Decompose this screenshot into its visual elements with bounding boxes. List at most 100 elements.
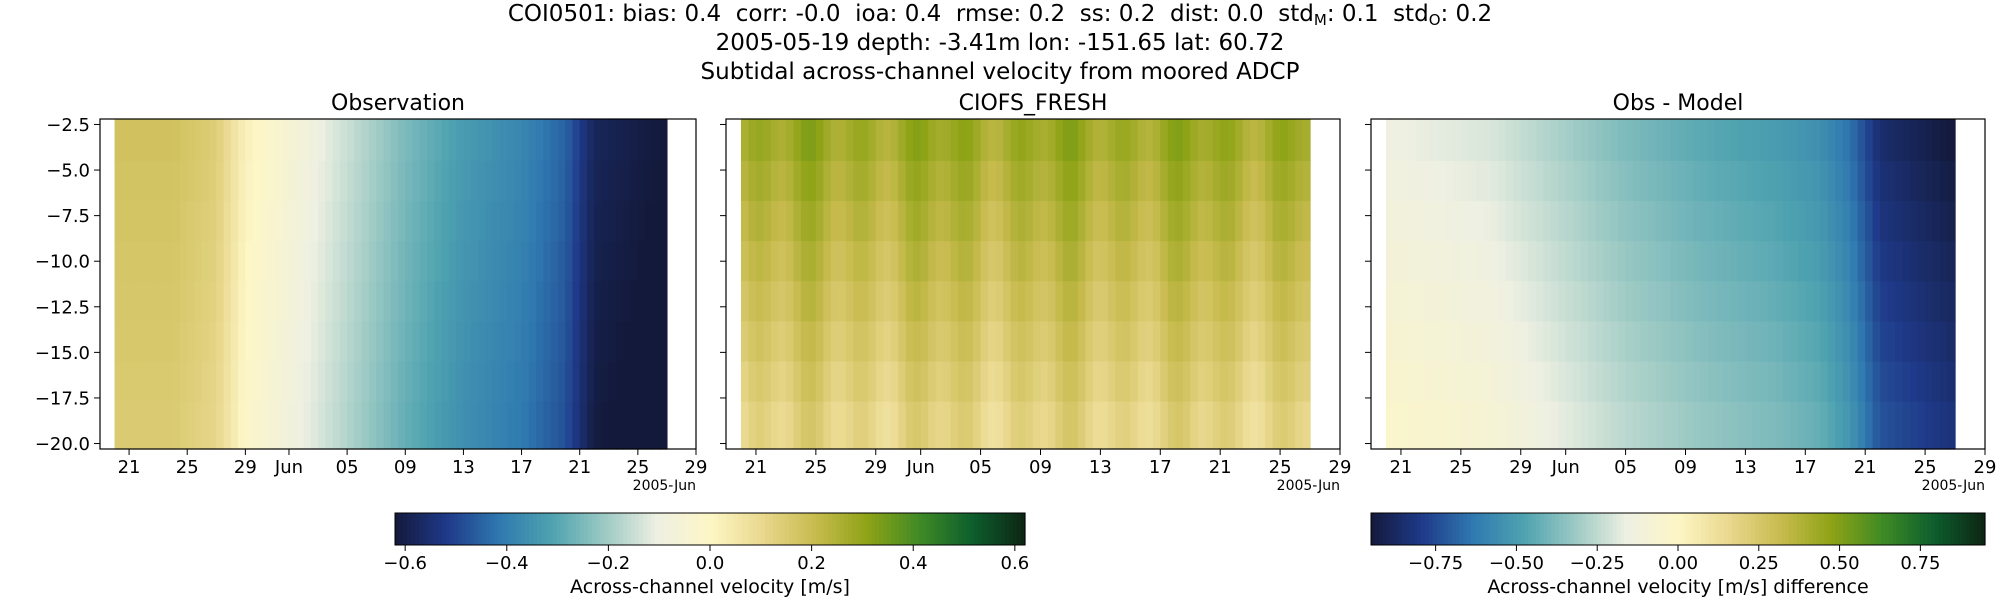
heatmap-cell (913, 201, 922, 242)
heatmap-cell (1528, 201, 1537, 242)
colorbar-segment (686, 513, 691, 545)
heatmap-cell (1483, 281, 1492, 322)
heatmap-cell (637, 321, 646, 363)
heatmap-cell (158, 201, 167, 242)
heatmap-cell (1212, 241, 1221, 282)
heatmap-cell (557, 321, 566, 363)
heatmap-cell (543, 401, 552, 450)
colorbar-segment (442, 513, 447, 545)
heatmap-cell (1730, 281, 1739, 322)
heatmap-cell (1430, 241, 1439, 282)
colorbar-segment (1858, 513, 1863, 545)
colorbar-segment (560, 513, 565, 545)
heatmap-cell (608, 401, 617, 450)
heatmap-cell (1880, 401, 1889, 450)
heatmap-cell (1010, 361, 1019, 403)
heatmap-cell (1752, 241, 1761, 282)
heatmap-cell (1055, 281, 1064, 322)
heatmap-cell (1625, 361, 1634, 403)
heatmap-cell (1633, 321, 1642, 363)
heatmap-cell (514, 401, 523, 450)
heatmap-cell (1423, 241, 1432, 282)
heatmap-cell (1445, 401, 1454, 450)
colorbar-segment (1892, 513, 1898, 545)
heatmap-cell (1280, 119, 1289, 162)
heatmap-cell (1812, 281, 1821, 322)
heatmap-cell (1152, 160, 1161, 202)
heatmap-cell (853, 160, 862, 202)
heatmap-cell (1445, 201, 1454, 242)
heatmap-cell (928, 160, 937, 202)
heatmap-cell (1107, 321, 1116, 363)
heatmap-cell (434, 160, 443, 202)
colorbar-segment (950, 513, 955, 545)
heatmap-cell (1085, 119, 1094, 162)
heatmap-cell (1588, 201, 1597, 242)
heatmap-cell (1107, 361, 1116, 403)
heatmap-cell (1857, 160, 1866, 202)
heatmap-cell (1498, 201, 1507, 242)
description-title: Subtidal across-channel velocity from mo… (700, 59, 1300, 85)
heatmap-cell (1902, 201, 1911, 242)
heatmap-cell (1528, 321, 1537, 363)
colorbar-segment (1758, 513, 1764, 545)
colorbar-tick-label: 0.50 (1820, 553, 1860, 574)
heatmap-cell (1842, 201, 1851, 242)
colorbar-segment (477, 513, 483, 545)
heatmap-cell (412, 401, 421, 450)
colorbar-tick-label: −0.2 (587, 553, 631, 574)
heatmap-cell (274, 160, 283, 202)
heatmap-cell (1302, 401, 1311, 450)
heatmap-cell (405, 119, 414, 162)
heatmap-cell (579, 160, 588, 202)
heatmap-cell (245, 281, 254, 322)
heatmap-cell (1257, 201, 1266, 242)
heatmap-cell (1062, 160, 1072, 202)
heatmap-cell (1092, 201, 1101, 242)
heatmap-cell (1722, 321, 1732, 363)
heatmap-cell (1430, 201, 1439, 242)
heatmap-cell (1625, 160, 1634, 202)
heatmap-cell (905, 361, 914, 403)
x-tick-label: 17 (1794, 457, 1817, 478)
colorbar-segment (1812, 513, 1817, 545)
heatmap-cell (1092, 160, 1101, 202)
heatmap-cell (1700, 241, 1709, 282)
heatmap-cell (1197, 201, 1206, 242)
heatmap-cell (965, 401, 974, 450)
heatmap-cell (601, 361, 610, 403)
heatmap-cell (1385, 160, 1395, 202)
heatmap-cell (1543, 401, 1552, 450)
heatmap-cell (1812, 401, 1821, 450)
heatmap-cell (441, 401, 450, 450)
colorbar-segment (981, 513, 987, 545)
heatmap-cell (1528, 361, 1537, 403)
heatmap-cell (550, 321, 559, 363)
heatmap-cell (980, 281, 989, 322)
heatmap-cell (1227, 160, 1236, 202)
heatmap-cell (579, 401, 588, 450)
heatmap-cell (1850, 160, 1859, 202)
heatmap-cell (1880, 241, 1889, 282)
colorbar-segment (1712, 513, 1717, 545)
colorbar-segment (1631, 513, 1637, 545)
colorbar-segment (1401, 513, 1407, 545)
heatmap-cell (1190, 160, 1199, 202)
heatmap-cell (1175, 201, 1184, 242)
heatmap-cell (1932, 281, 1941, 322)
heatmap-cell (1513, 361, 1522, 403)
heatmap-cell (1842, 160, 1851, 202)
heatmap-cell (536, 119, 544, 162)
heatmap-cell (1692, 321, 1702, 363)
x-tick-label: 13 (1734, 457, 1757, 478)
heatmap-cell (1745, 241, 1754, 282)
heatmap-cell (1842, 361, 1851, 403)
heatmap-cell (1872, 281, 1881, 322)
colorbar-segment (1605, 513, 1610, 545)
heatmap-cell (1295, 281, 1304, 322)
heatmap-cell (1618, 321, 1627, 363)
heatmap-cell (898, 160, 907, 202)
heatmap-cell (274, 321, 283, 363)
heatmap-cell (1865, 321, 1874, 363)
heatmap-cell (143, 281, 152, 322)
